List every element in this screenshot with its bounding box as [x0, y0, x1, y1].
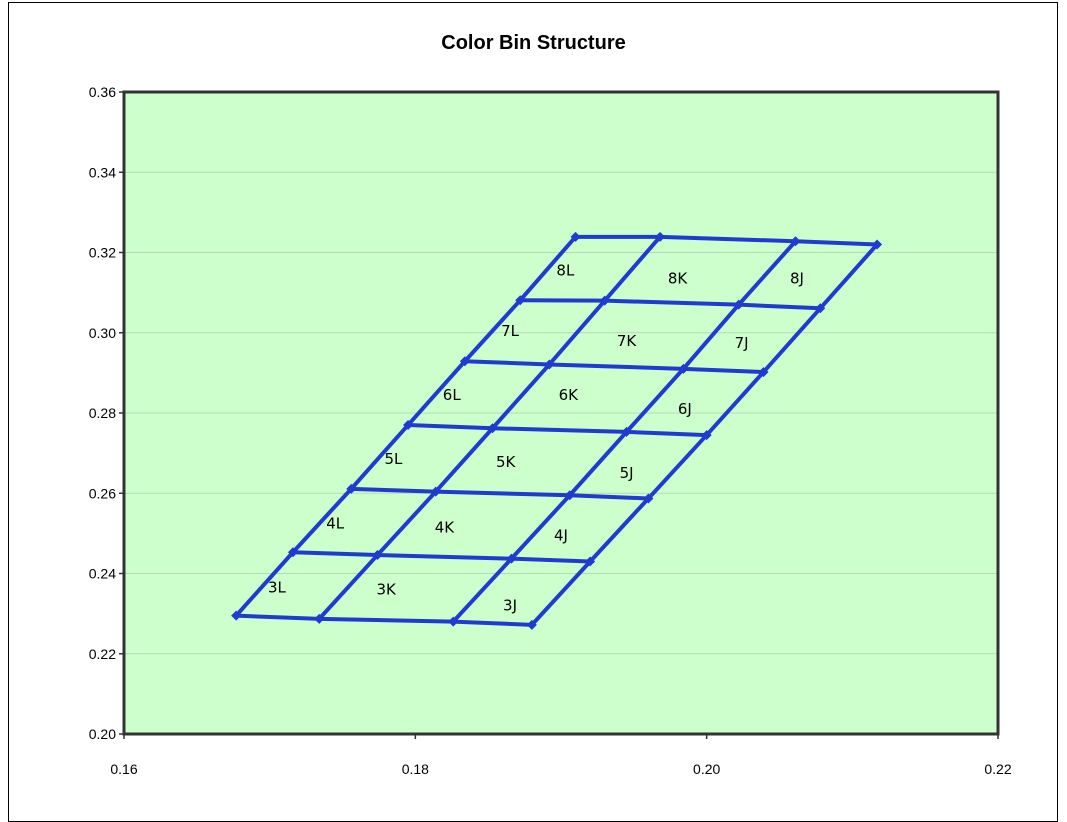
bin-label: 8L: [556, 262, 575, 280]
x-tick-label: 0.16: [110, 761, 137, 777]
y-tick-label: 0.32: [89, 245, 116, 261]
bin-node-marker: [815, 303, 826, 314]
bin-node-marker: [372, 550, 383, 561]
bin-node-marker: [564, 490, 575, 501]
bin-label: 4J: [554, 526, 568, 544]
x-tick-label: 0.18: [402, 761, 429, 777]
bin-node-marker: [585, 556, 596, 567]
bin-node-marker: [487, 423, 498, 434]
bin-node-marker: [459, 356, 470, 367]
chart-title: Color Bin Structure: [441, 32, 626, 54]
bin-label: 8J: [790, 270, 804, 288]
bin-node-marker: [621, 426, 632, 437]
bin-label: 7K: [617, 332, 638, 350]
bin-node-marker: [314, 613, 325, 624]
y-tick-label: 0.26: [89, 485, 116, 501]
bin-node-marker: [526, 619, 537, 630]
bin-node-marker: [448, 616, 459, 627]
bin-node-marker: [758, 367, 769, 378]
bin-label: 6J: [678, 400, 692, 418]
bin-node-marker: [701, 430, 712, 441]
bin-label: 7J: [735, 334, 749, 352]
bin-row-line: [407, 423, 707, 438]
x-tick-label: 0.20: [693, 761, 720, 777]
bin-node-marker: [515, 295, 526, 306]
y-tick-label: 0.30: [89, 325, 116, 341]
bin-node-marker: [678, 363, 689, 374]
bin-node-marker: [346, 483, 357, 494]
bin-row-line: [464, 359, 764, 375]
y-tick-label: 0.22: [89, 646, 116, 662]
bin-label: 4K: [435, 518, 456, 536]
bin-row-line: [520, 298, 821, 311]
bin-row-line: [236, 613, 532, 627]
bin-node-marker: [430, 486, 441, 497]
bin-row-line: [351, 486, 649, 501]
bin-label: 3L: [268, 579, 287, 597]
bin-node-marker: [287, 547, 298, 558]
bin-label: 6L: [443, 386, 462, 404]
bin-node-marker: [872, 239, 883, 250]
bin-label: 5K: [496, 453, 517, 471]
y-tick-label: 0.34: [89, 164, 116, 180]
y-tick-label: 0.24: [89, 566, 116, 582]
bin-node-marker: [231, 610, 242, 621]
bin-node-marker: [599, 295, 610, 306]
bin-node-marker: [790, 236, 801, 247]
bin-node-marker: [643, 493, 654, 504]
bin-node-marker: [544, 359, 555, 370]
y-tick-label: 0.28: [89, 405, 116, 421]
bin-row-line: [575, 234, 878, 247]
bin-label: 4L: [326, 514, 345, 532]
bin-node-marker: [733, 299, 744, 310]
bin-label: 8K: [668, 270, 689, 288]
bin-node-marker: [506, 553, 517, 564]
x-tick-label: 0.22: [984, 761, 1011, 777]
bin-node-marker: [403, 420, 414, 431]
bin-node-marker: [570, 231, 581, 242]
bin-node-marker: [655, 231, 666, 242]
bin-label: 5J: [620, 464, 634, 482]
bin-label: 3K: [377, 581, 398, 599]
bin-label: 6K: [559, 386, 580, 404]
bin-label: 7L: [501, 322, 520, 340]
bin-label: 3J: [503, 597, 517, 615]
y-tick-label: 0.20: [89, 726, 116, 742]
bin-label: 5L: [385, 450, 404, 468]
bin-row-line: [292, 550, 591, 564]
y-tick-label: 0.36: [89, 84, 116, 100]
